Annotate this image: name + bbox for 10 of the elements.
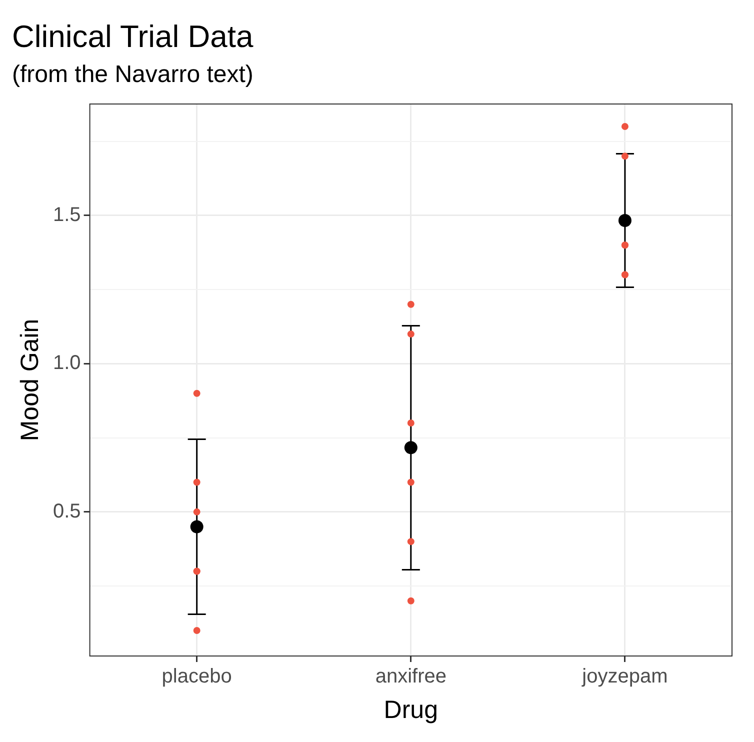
chart-subtitle: (from the Navarro text) bbox=[12, 61, 254, 88]
y-tick-label: 1.0 bbox=[52, 352, 81, 374]
chart-title: Clinical Trial Data bbox=[12, 19, 254, 54]
y-tick-label: 1.5 bbox=[52, 204, 81, 226]
x-tick-label: placebo bbox=[162, 666, 232, 688]
x-tick-label: joyzepam bbox=[581, 666, 668, 688]
y-tick-label: 0.5 bbox=[52, 500, 81, 522]
y-axis-title: Mood Gain bbox=[16, 318, 44, 442]
x-axis-title: Drug bbox=[384, 696, 438, 724]
x-tick-label: anxifree bbox=[375, 666, 446, 688]
